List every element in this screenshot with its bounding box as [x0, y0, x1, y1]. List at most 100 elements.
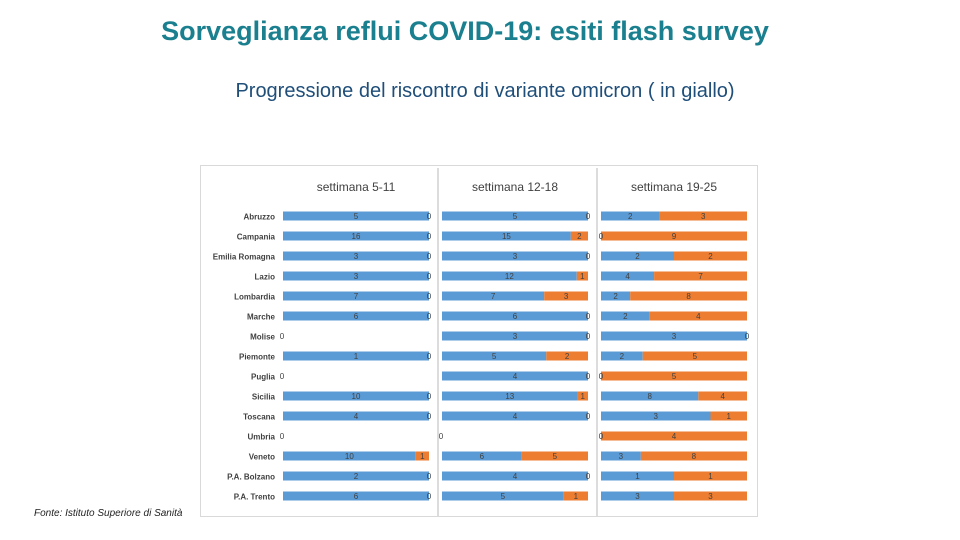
data-label: 1 — [727, 412, 732, 421]
data-label: 0 — [745, 332, 750, 341]
bar-segment-orange — [674, 471, 747, 481]
data-label: 3 — [672, 332, 677, 341]
data-label: 9 — [672, 232, 677, 241]
data-label: 5 — [501, 492, 506, 501]
bar-segment-orange — [576, 271, 588, 281]
data-label: 3 — [654, 412, 659, 421]
data-label: 5 — [693, 352, 698, 361]
bar-segment-orange — [415, 451, 429, 461]
data-label: 12 — [505, 272, 514, 281]
bar-segment-blue — [283, 411, 429, 421]
category-label: Piemonte — [239, 353, 276, 362]
bar-segment-blue — [601, 251, 674, 261]
data-label: 2 — [620, 352, 625, 361]
bar-segment-blue — [601, 491, 674, 501]
bar-segment-blue — [442, 291, 545, 301]
category-label: Veneto — [249, 453, 275, 462]
bar-segment-orange — [710, 411, 747, 421]
data-label: 16 — [352, 232, 361, 241]
category-label: Molise — [250, 333, 275, 342]
source-note: Fonte: Istituto Superiore di Sanità — [34, 508, 183, 519]
bar-segment-orange — [630, 291, 747, 301]
data-label: 5 — [672, 372, 677, 381]
bar-segment-orange — [674, 491, 747, 501]
data-label: 7 — [491, 292, 496, 301]
data-label: 3 — [708, 492, 713, 501]
data-label: 0 — [427, 252, 432, 261]
data-label: 0 — [427, 232, 432, 241]
data-label: 5 — [553, 452, 558, 461]
bar-segment-orange — [563, 491, 588, 501]
bar-segment-blue — [442, 471, 588, 481]
data-label: 2 — [708, 252, 713, 261]
data-label: 0 — [427, 492, 432, 501]
data-label: 2 — [635, 252, 640, 261]
data-label: 0 — [427, 352, 432, 361]
bar-segment-orange — [546, 351, 588, 361]
bar-segment-blue — [442, 271, 577, 281]
data-label: 5 — [513, 212, 518, 221]
bar-segment-blue — [442, 351, 547, 361]
bar-segment-blue — [442, 311, 588, 321]
bar-segment-blue — [283, 491, 429, 501]
panel-title: settimana 19-25 — [631, 180, 717, 194]
bar-segment-blue — [442, 391, 578, 401]
data-label: 1 — [420, 452, 425, 461]
bar-segment-orange — [642, 351, 747, 361]
data-label: 0 — [280, 372, 285, 381]
panel-title: settimana 12-18 — [472, 180, 558, 194]
slide-title: Sorveglianza reflui COVID-19: esiti flas… — [161, 16, 769, 46]
data-label: 1 — [574, 492, 579, 501]
bar-segment-orange — [649, 311, 747, 321]
bar-segment-orange — [654, 271, 747, 281]
data-label: 3 — [701, 212, 706, 221]
data-label: 3 — [619, 452, 624, 461]
data-label: 0 — [586, 332, 591, 341]
data-label: 3 — [564, 292, 569, 301]
bar-segment-blue — [601, 471, 674, 481]
data-label: 0 — [586, 412, 591, 421]
bar-segment-blue — [442, 411, 588, 421]
bar-segment-blue — [601, 351, 643, 361]
data-label: 10 — [352, 392, 361, 401]
bar-segment-blue — [601, 271, 655, 281]
data-label: 0 — [427, 412, 432, 421]
category-label: Campania — [237, 233, 276, 242]
data-label: 0 — [427, 292, 432, 301]
bar-segment-orange — [601, 431, 747, 441]
bar-segment-blue — [283, 471, 429, 481]
bar-segment-blue — [283, 211, 429, 221]
data-label: 5 — [492, 352, 497, 361]
data-label: 6 — [480, 452, 485, 461]
data-label: 4 — [696, 312, 701, 321]
data-label: 4 — [513, 472, 518, 481]
data-label: 3 — [513, 252, 518, 261]
bar-segment-orange — [570, 231, 588, 241]
bar-segment-orange — [601, 231, 747, 241]
bar-segment-orange — [601, 371, 747, 381]
bar-segment-blue — [283, 271, 429, 281]
data-label: 1 — [635, 472, 640, 481]
bar-segment-blue — [601, 291, 631, 301]
bar-segment-blue — [601, 211, 660, 221]
bar-segment-blue — [601, 391, 699, 401]
bar-segment-blue — [283, 311, 429, 321]
data-label: 1 — [581, 392, 586, 401]
bar-segment-blue — [442, 331, 588, 341]
data-label: 0 — [427, 312, 432, 321]
data-label: 0 — [427, 212, 432, 221]
bar-segment-blue — [283, 391, 429, 401]
data-label: 4 — [513, 372, 518, 381]
bar-segment-blue — [601, 411, 711, 421]
data-label: 3 — [513, 332, 518, 341]
bar-segment-blue — [601, 451, 641, 461]
data-label: 1 — [354, 352, 359, 361]
data-label: 0 — [280, 432, 285, 441]
data-label: 0 — [586, 312, 591, 321]
data-label: 2 — [565, 352, 570, 361]
bar-segment-blue — [442, 231, 571, 241]
data-label: 4 — [672, 432, 677, 441]
bar-segment-blue — [442, 491, 564, 501]
data-label: 0 — [599, 432, 604, 441]
data-label: 13 — [505, 392, 514, 401]
